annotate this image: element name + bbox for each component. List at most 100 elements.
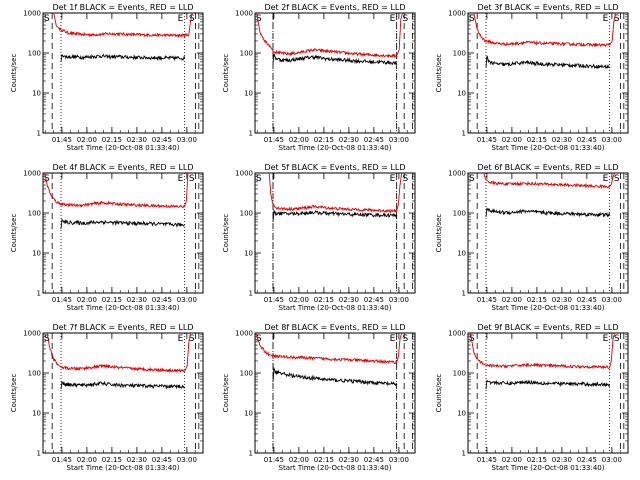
lld-series xyxy=(256,12,403,59)
x-tick-label: 01:45 xyxy=(52,296,72,304)
plot-frame xyxy=(254,172,416,294)
start-marker: S xyxy=(614,174,620,184)
y-tick-label: 1 xyxy=(37,450,41,458)
x-tick-label: 01:45 xyxy=(477,456,497,464)
panel-title: Det 6f BLACK = Events, RED = LLD xyxy=(477,163,618,172)
y-tick-label: 100 xyxy=(28,370,41,378)
start-marker: S xyxy=(469,334,475,344)
x-tick-label: 02:30 xyxy=(127,456,147,464)
x-tick-label: 02:00 xyxy=(77,296,97,304)
y-tick-label: 100 xyxy=(453,370,466,378)
x-tick-label: 02:00 xyxy=(502,456,522,464)
y-tick-label: 10 xyxy=(32,250,41,258)
start-marker: S xyxy=(189,174,195,184)
plot-frame xyxy=(42,332,204,454)
y-tick-label: 1000 xyxy=(23,10,41,18)
panel-title: Det 7f BLACK = Events, RED = LLD xyxy=(52,323,193,332)
x-tick-label: 01:45 xyxy=(477,296,497,304)
x-tick-label: 02:45 xyxy=(364,456,384,464)
panel-det-2: Det 2f BLACK = Events, RED = LLD 1 10 100 10… xyxy=(222,3,416,152)
x-tick-label: 03:00 xyxy=(602,136,622,144)
x-tick-label: 02:30 xyxy=(339,136,359,144)
lld-series xyxy=(470,332,616,370)
x-tick-label: 02:00 xyxy=(77,136,97,144)
x-tick-label: 01:45 xyxy=(52,136,72,144)
y-tick-label: 1 xyxy=(37,290,41,298)
end-marker: E xyxy=(603,14,609,24)
plot-frame xyxy=(467,332,629,454)
end-marker: E xyxy=(390,174,396,184)
y-axis-label: Counts/sec xyxy=(435,374,443,413)
x-axis-label: Start Time (20-Oct-08 01:33:40) xyxy=(492,464,605,472)
start-marker: S xyxy=(403,334,409,344)
y-axis-label: Counts/sec xyxy=(435,54,443,93)
x-tick-label: 02:45 xyxy=(364,296,384,304)
start-marker: S xyxy=(256,174,262,184)
y-axis-label: Counts/sec xyxy=(222,374,230,413)
plot-frame xyxy=(42,12,204,134)
events-series xyxy=(60,53,186,62)
x-tick-label: 02:45 xyxy=(152,296,172,304)
x-tick-label: 02:00 xyxy=(502,136,522,144)
lld-series xyxy=(473,12,616,48)
x-tick-label: 02:30 xyxy=(552,456,572,464)
end-marker: E xyxy=(178,14,184,24)
y-tick-label: 1 xyxy=(37,130,41,138)
x-tick-label: 02:45 xyxy=(152,456,172,464)
x-tick-label: 02:15 xyxy=(527,296,547,304)
plot-frame xyxy=(467,12,629,134)
x-tick-label: 02:15 xyxy=(314,456,334,464)
end-marker: E xyxy=(178,334,184,344)
y-tick-label: 10 xyxy=(457,410,466,418)
x-axis-label: Start Time (20-Oct-08 01:33:40) xyxy=(67,464,180,472)
x-axis-label: Start Time (20-Oct-08 01:33:40) xyxy=(279,304,392,312)
y-tick-label: 1000 xyxy=(23,170,41,178)
y-tick-label: 1 xyxy=(462,130,466,138)
plot-frame xyxy=(254,12,416,134)
start-marker: S xyxy=(44,14,50,24)
y-tick-label: 10 xyxy=(32,410,41,418)
events-series xyxy=(272,209,398,222)
x-tick-label: 02:15 xyxy=(527,136,547,144)
x-tick-label: 03:00 xyxy=(602,296,622,304)
panel-title: Det 9f BLACK = Events, RED = LLD xyxy=(477,323,618,332)
lld-series xyxy=(46,332,191,373)
x-tick-label: 02:30 xyxy=(127,296,147,304)
x-tick-label: 02:00 xyxy=(289,136,309,144)
x-tick-label: 02:00 xyxy=(289,296,309,304)
y-tick-label: 100 xyxy=(453,210,466,218)
panel-title: Det 8f BLACK = Events, RED = LLD xyxy=(264,323,405,332)
start-marker: S xyxy=(403,174,409,184)
panel-title: Det 3f BLACK = Events, RED = LLD xyxy=(477,3,618,12)
lld-series xyxy=(53,12,193,39)
x-axis-label: Start Time (20-Oct-08 01:33:40) xyxy=(279,464,392,472)
start-marker: S xyxy=(614,334,620,344)
y-tick-label: 1000 xyxy=(235,330,253,338)
start-marker: S xyxy=(614,14,620,24)
x-tick-label: 03:00 xyxy=(389,136,409,144)
start-marker: S xyxy=(256,334,262,344)
x-axis-label: Start Time (20-Oct-08 01:33:40) xyxy=(67,144,180,152)
x-tick-label: 03:00 xyxy=(177,136,197,144)
y-tick-label: 100 xyxy=(240,370,253,378)
x-tick-label: 01:45 xyxy=(264,456,284,464)
panel-title: Det 5f BLACK = Events, RED = LLD xyxy=(264,163,405,172)
x-tick-label: 02:30 xyxy=(127,136,147,144)
y-axis-label: Counts/sec xyxy=(10,214,18,253)
x-tick-label: 02:45 xyxy=(577,136,597,144)
y-axis-label: Counts/sec xyxy=(222,54,230,93)
start-marker: S xyxy=(44,174,50,184)
y-tick-label: 1 xyxy=(249,130,253,138)
end-marker: E xyxy=(603,174,609,184)
x-tick-label: 02:15 xyxy=(102,456,122,464)
x-tick-label: 03:00 xyxy=(177,456,197,464)
panel-det-7: Det 7f BLACK = Events, RED = LLD 1 10 100 10… xyxy=(10,323,204,472)
x-tick-label: 02:00 xyxy=(289,456,309,464)
x-axis-label: Start Time (20-Oct-08 01:33:40) xyxy=(492,144,605,152)
x-tick-label: 02:45 xyxy=(577,456,597,464)
x-tick-label: 02:30 xyxy=(339,296,359,304)
y-tick-label: 10 xyxy=(457,250,466,258)
y-tick-label: 1000 xyxy=(448,170,466,178)
plot-frame xyxy=(467,172,629,294)
